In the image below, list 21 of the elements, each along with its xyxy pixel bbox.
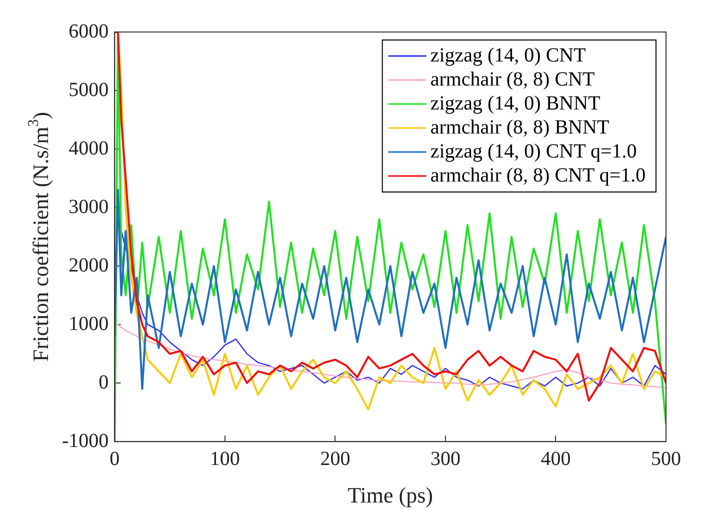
y-tick-label: 0 bbox=[98, 371, 109, 394]
y-tick-label: 2000 bbox=[68, 254, 109, 276]
x-tick-label: 500 bbox=[651, 448, 681, 470]
x-tick-label: 200 bbox=[320, 448, 350, 470]
y-tick-label: 3000 bbox=[68, 196, 109, 218]
y-tick-label: 1000 bbox=[68, 312, 109, 335]
legend-label: zigzag (14, 0) BNNT bbox=[430, 92, 600, 114]
y-axis-title: Friction coefficient (N.s/m3) bbox=[26, 112, 53, 362]
legend-label: armchair (8, 8) CNT bbox=[430, 68, 595, 90]
x-tick-label: 400 bbox=[540, 448, 571, 470]
x-axis-title: Time (ps) bbox=[348, 482, 434, 508]
y-tick-label: 5000 bbox=[68, 78, 109, 101]
legend-label: armchair (8, 8) CNT q=1.0 bbox=[430, 164, 646, 186]
y-tick-label: 4000 bbox=[68, 137, 109, 160]
legend-label: zigzag (14, 0) CNT q=1.0 bbox=[430, 140, 637, 162]
y-tick-label: -1000 bbox=[62, 430, 109, 452]
legend-label: armchair (8, 8) BNNT bbox=[430, 116, 610, 138]
legend-label: zigzag (14, 0) CNT bbox=[430, 44, 586, 66]
x-tick-label: 100 bbox=[210, 448, 240, 470]
x-tick-label: 300 bbox=[430, 448, 460, 470]
y-tick-label: 6000 bbox=[68, 20, 109, 42]
